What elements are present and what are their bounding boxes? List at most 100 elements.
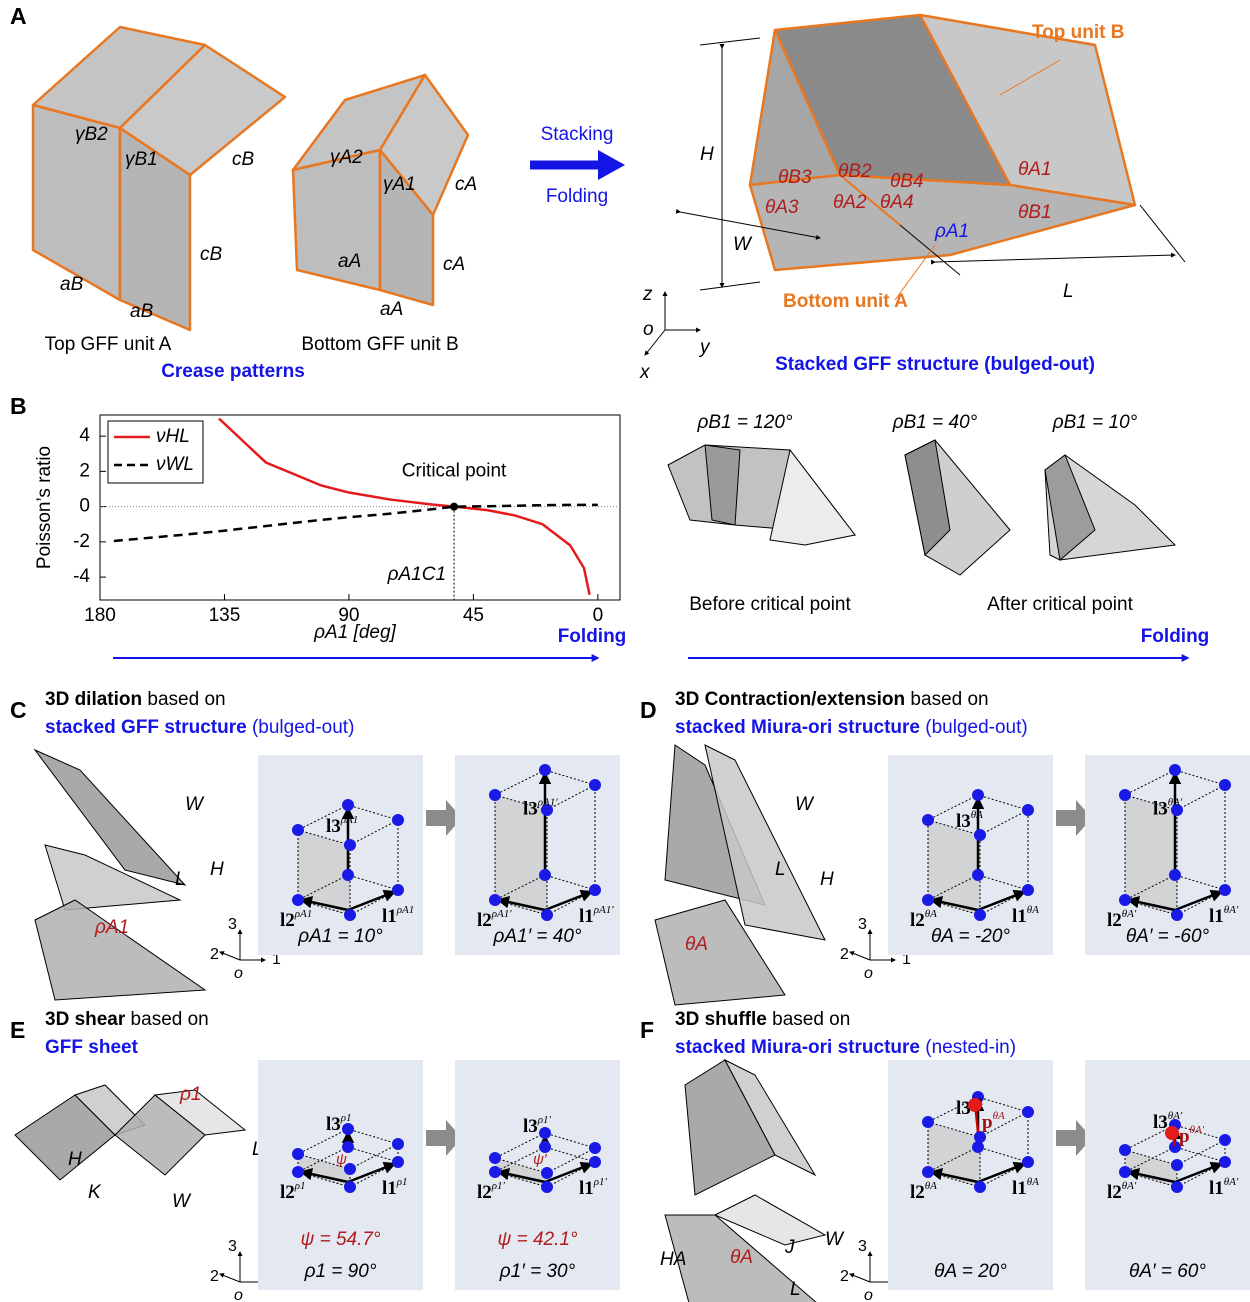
axis-label: o bbox=[864, 1287, 873, 1302]
angle-label: γA2 bbox=[330, 147, 363, 168]
y-tick-label: 2 bbox=[79, 460, 90, 481]
x-axis-label: ρA1 [deg] bbox=[313, 622, 396, 643]
shear-angle: ψ = 42.1° bbox=[497, 1229, 577, 1250]
subtitle-rest: (bulged-out) bbox=[247, 717, 355, 738]
vector-main: l3 bbox=[523, 1116, 538, 1137]
vector-main: l1 bbox=[579, 906, 594, 927]
vector-sup: θA′ bbox=[1190, 1124, 1205, 1136]
y-axis-label: Poisson’s ratio bbox=[34, 446, 55, 569]
subtitle-bold: GFF sheet bbox=[45, 1037, 139, 1058]
lattice-node bbox=[1171, 1159, 1183, 1171]
vector-main: l1 bbox=[1012, 906, 1027, 927]
vector-sup: ρA1 bbox=[294, 908, 313, 920]
folding-label: Folding bbox=[1141, 626, 1210, 647]
lattice-node bbox=[344, 1181, 356, 1193]
vector-main: l3 bbox=[956, 811, 971, 832]
lattice-box: l3ρ1′l2ρ1′l1ρ1′ψ′ψ = 42.1°ρ1′ = 30° bbox=[455, 1060, 620, 1290]
vector-sup: θA bbox=[925, 908, 937, 920]
edge-label: aB bbox=[60, 274, 84, 295]
lattice-node bbox=[292, 1166, 304, 1178]
edge-label: aA bbox=[380, 299, 403, 320]
edge-label: cB bbox=[232, 149, 255, 170]
vector-sup: ρA1′ bbox=[491, 908, 512, 920]
annotation: Critical point bbox=[402, 461, 507, 482]
dim-label: W bbox=[733, 234, 753, 255]
lattice-node bbox=[1219, 884, 1231, 896]
vector-main: l2 bbox=[477, 1182, 492, 1203]
box-caption: θA′ = -60° bbox=[1126, 926, 1210, 947]
lattice-node bbox=[392, 1138, 404, 1150]
vector-sup: θA bbox=[993, 1110, 1005, 1122]
panel-letter: B bbox=[10, 393, 27, 419]
vector-sup: θA′ bbox=[1122, 908, 1137, 920]
vector-sup: ρ1 bbox=[396, 1176, 408, 1188]
state-label: ρB1 = 120° bbox=[696, 412, 792, 433]
panel-subtitle: stacked Miura-ori structure (bulged-out) bbox=[675, 717, 1028, 738]
vector-main: l3 bbox=[326, 1114, 341, 1135]
lattice-node bbox=[974, 1181, 986, 1193]
axis-label: 2 bbox=[840, 1268, 849, 1285]
vector-main: l1 bbox=[1209, 906, 1224, 927]
title-bold: 3D shuffle bbox=[675, 1009, 767, 1030]
vector-sup: θA′ bbox=[1224, 904, 1239, 916]
lattice-node bbox=[539, 764, 551, 776]
caption: Stacked GFF structure (bulged-out) bbox=[775, 354, 1095, 375]
state-label: ρB1 = 40° bbox=[892, 412, 978, 433]
angle-label: θA4 bbox=[880, 192, 914, 213]
lattice-node bbox=[589, 1156, 601, 1168]
vector-main: l2 bbox=[1107, 1182, 1122, 1203]
axis-label: 3 bbox=[228, 1238, 237, 1255]
vector-main: l1 bbox=[382, 1178, 397, 1199]
axis-label: o bbox=[643, 319, 654, 340]
vector-main: l3 bbox=[1153, 799, 1168, 820]
lattice-node bbox=[392, 814, 404, 826]
vector-main: l2 bbox=[280, 1182, 295, 1203]
arrow-head bbox=[598, 150, 625, 180]
edge-label: aA bbox=[338, 251, 361, 272]
x-tick-label: 135 bbox=[209, 605, 241, 626]
vector-main: l3 bbox=[523, 799, 538, 820]
vector-sup: ρ1 bbox=[340, 1112, 352, 1124]
inner-node bbox=[968, 1098, 982, 1112]
inner-angle: ψ bbox=[336, 1151, 347, 1168]
axis-label: o bbox=[234, 965, 243, 982]
figure: A γB2 γB1 cB aB aB cB γA2 γA1 cA aA aA c… bbox=[0, 0, 1250, 1302]
lattice-box: l3ρA1′l2ρA1′l1ρA1′ρA1′ = 40° bbox=[455, 755, 620, 955]
vector-sup: θA′ bbox=[1122, 1180, 1137, 1192]
structure-label: H bbox=[210, 859, 224, 880]
lattice-node bbox=[589, 779, 601, 791]
caption: Crease patterns bbox=[161, 361, 305, 382]
structure-label: L bbox=[175, 869, 186, 890]
state-caption: After critical point bbox=[987, 594, 1133, 615]
lattice-node bbox=[1219, 1134, 1231, 1146]
subtitle-rest: (nested-in) bbox=[920, 1037, 1016, 1058]
unit-label: Bottom unit A bbox=[783, 291, 908, 312]
structure-label: W bbox=[825, 1229, 845, 1250]
cell-face bbox=[495, 795, 547, 915]
lattice-node bbox=[922, 894, 934, 906]
dim-label: H bbox=[700, 144, 714, 165]
structure-label: H bbox=[820, 869, 834, 890]
caption: Top GFF unit A bbox=[45, 334, 172, 355]
angle-label: ρA1 bbox=[934, 221, 969, 242]
structure-label: W bbox=[172, 1191, 192, 1212]
axis bbox=[850, 952, 870, 960]
axis-label: 2 bbox=[210, 946, 219, 963]
panel-title: 3D dilation based on bbox=[45, 689, 226, 710]
vector-main: l2 bbox=[477, 910, 492, 931]
panel-letter: C bbox=[10, 697, 27, 723]
vector-sup: θA′ bbox=[1224, 1176, 1239, 1188]
axis-label: 3 bbox=[858, 1238, 867, 1255]
subtitle-bold: stacked Miura-ori structure bbox=[675, 1037, 920, 1058]
lattice-node bbox=[1119, 894, 1131, 906]
vector-main: l2 bbox=[280, 910, 295, 931]
angle-label: θA1 bbox=[1018, 159, 1052, 180]
box-caption: ρ1′ = 30° bbox=[499, 1261, 576, 1282]
arrow-label: Folding bbox=[546, 186, 608, 207]
structure-label: W bbox=[795, 794, 815, 815]
lattice-node bbox=[1169, 764, 1181, 776]
panel-subtitle: stacked Miura-ori structure (nested-in) bbox=[675, 1037, 1016, 1058]
lattice-node bbox=[541, 909, 553, 921]
title-rest: based on bbox=[142, 689, 225, 710]
